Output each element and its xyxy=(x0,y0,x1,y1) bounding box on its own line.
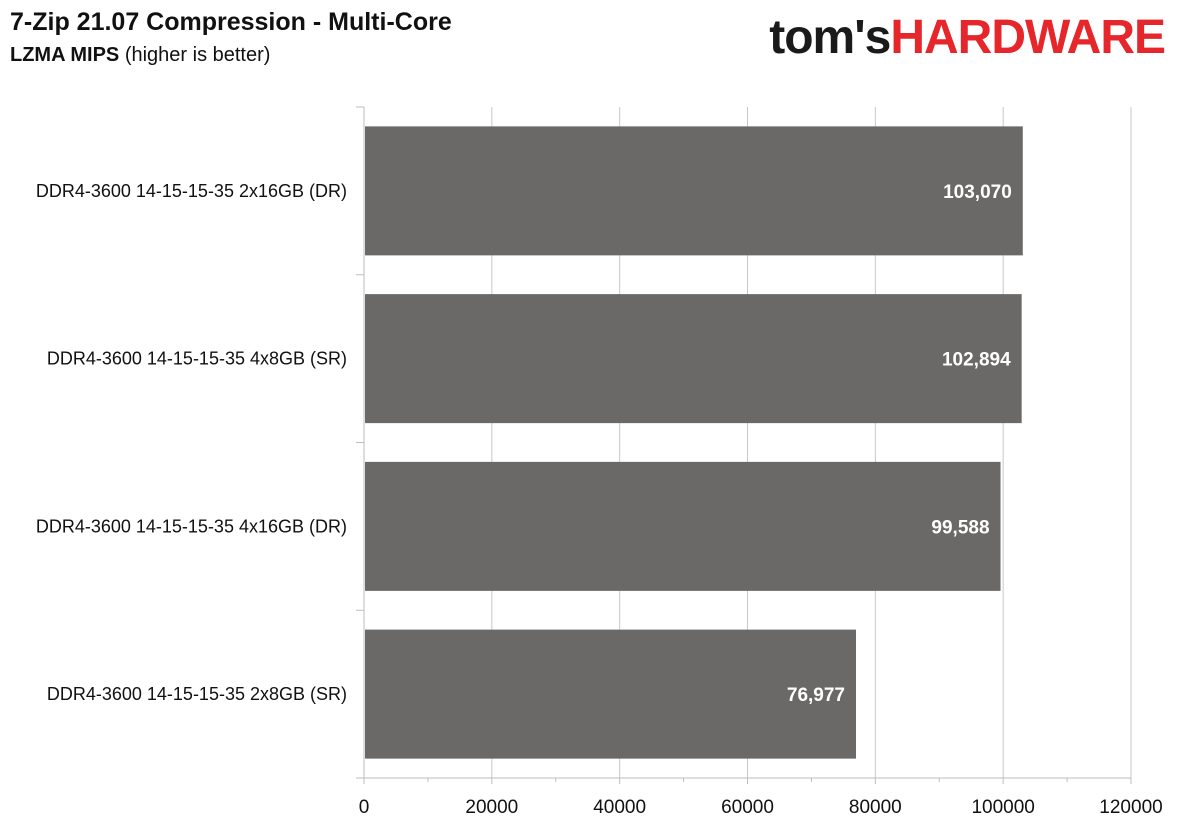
axes xyxy=(356,106,1132,784)
category-label: DDR4-3600 14-15-15-35 2x8GB (SR) xyxy=(47,684,347,704)
x-tick-label: 80000 xyxy=(849,797,902,818)
toms-hardware-logo: tom'sHARDWARE xyxy=(769,10,1166,66)
x-tick-label: 100000 xyxy=(971,797,1034,818)
logo-part-toms: tom's xyxy=(769,11,891,64)
bars xyxy=(365,126,1023,759)
subtitle-note: (higher is better) xyxy=(124,44,271,66)
bar xyxy=(365,461,1001,591)
data-label: 103,070 xyxy=(943,182,1012,203)
labels: 0 20000 40000 60000 80000 100000 120000 103,070… xyxy=(36,181,1163,818)
category-label: DDR4-3600 14-15-15-35 2x16GB (DR) xyxy=(36,181,347,201)
chart-subtitle: LZMA MIPS (higher is better) xyxy=(10,44,270,67)
data-label: 76,977 xyxy=(787,685,845,706)
chart-title: 7-Zip 21.07 Compression - Multi-Core xyxy=(10,8,452,36)
category-label: DDR4-3600 14-15-15-35 4x16GB (DR) xyxy=(36,516,347,536)
x-tick-label: 60000 xyxy=(721,797,774,818)
x-tick-label: 20000 xyxy=(465,797,518,818)
x-tick-label: 0 xyxy=(359,797,370,818)
subtitle-metric: LZMA MIPS xyxy=(10,44,120,66)
x-tick-label: 120000 xyxy=(1099,797,1162,818)
x-tick-label: 40000 xyxy=(593,797,646,818)
data-label: 102,894 xyxy=(942,350,1011,371)
bar xyxy=(365,629,857,759)
bar xyxy=(365,294,1022,424)
bar xyxy=(365,126,1023,256)
data-label: 99,588 xyxy=(931,517,989,538)
logo-part-hardware: HARDWARE xyxy=(890,11,1166,64)
category-label: DDR4-3600 14-15-15-35 4x8GB (SR) xyxy=(47,349,347,369)
